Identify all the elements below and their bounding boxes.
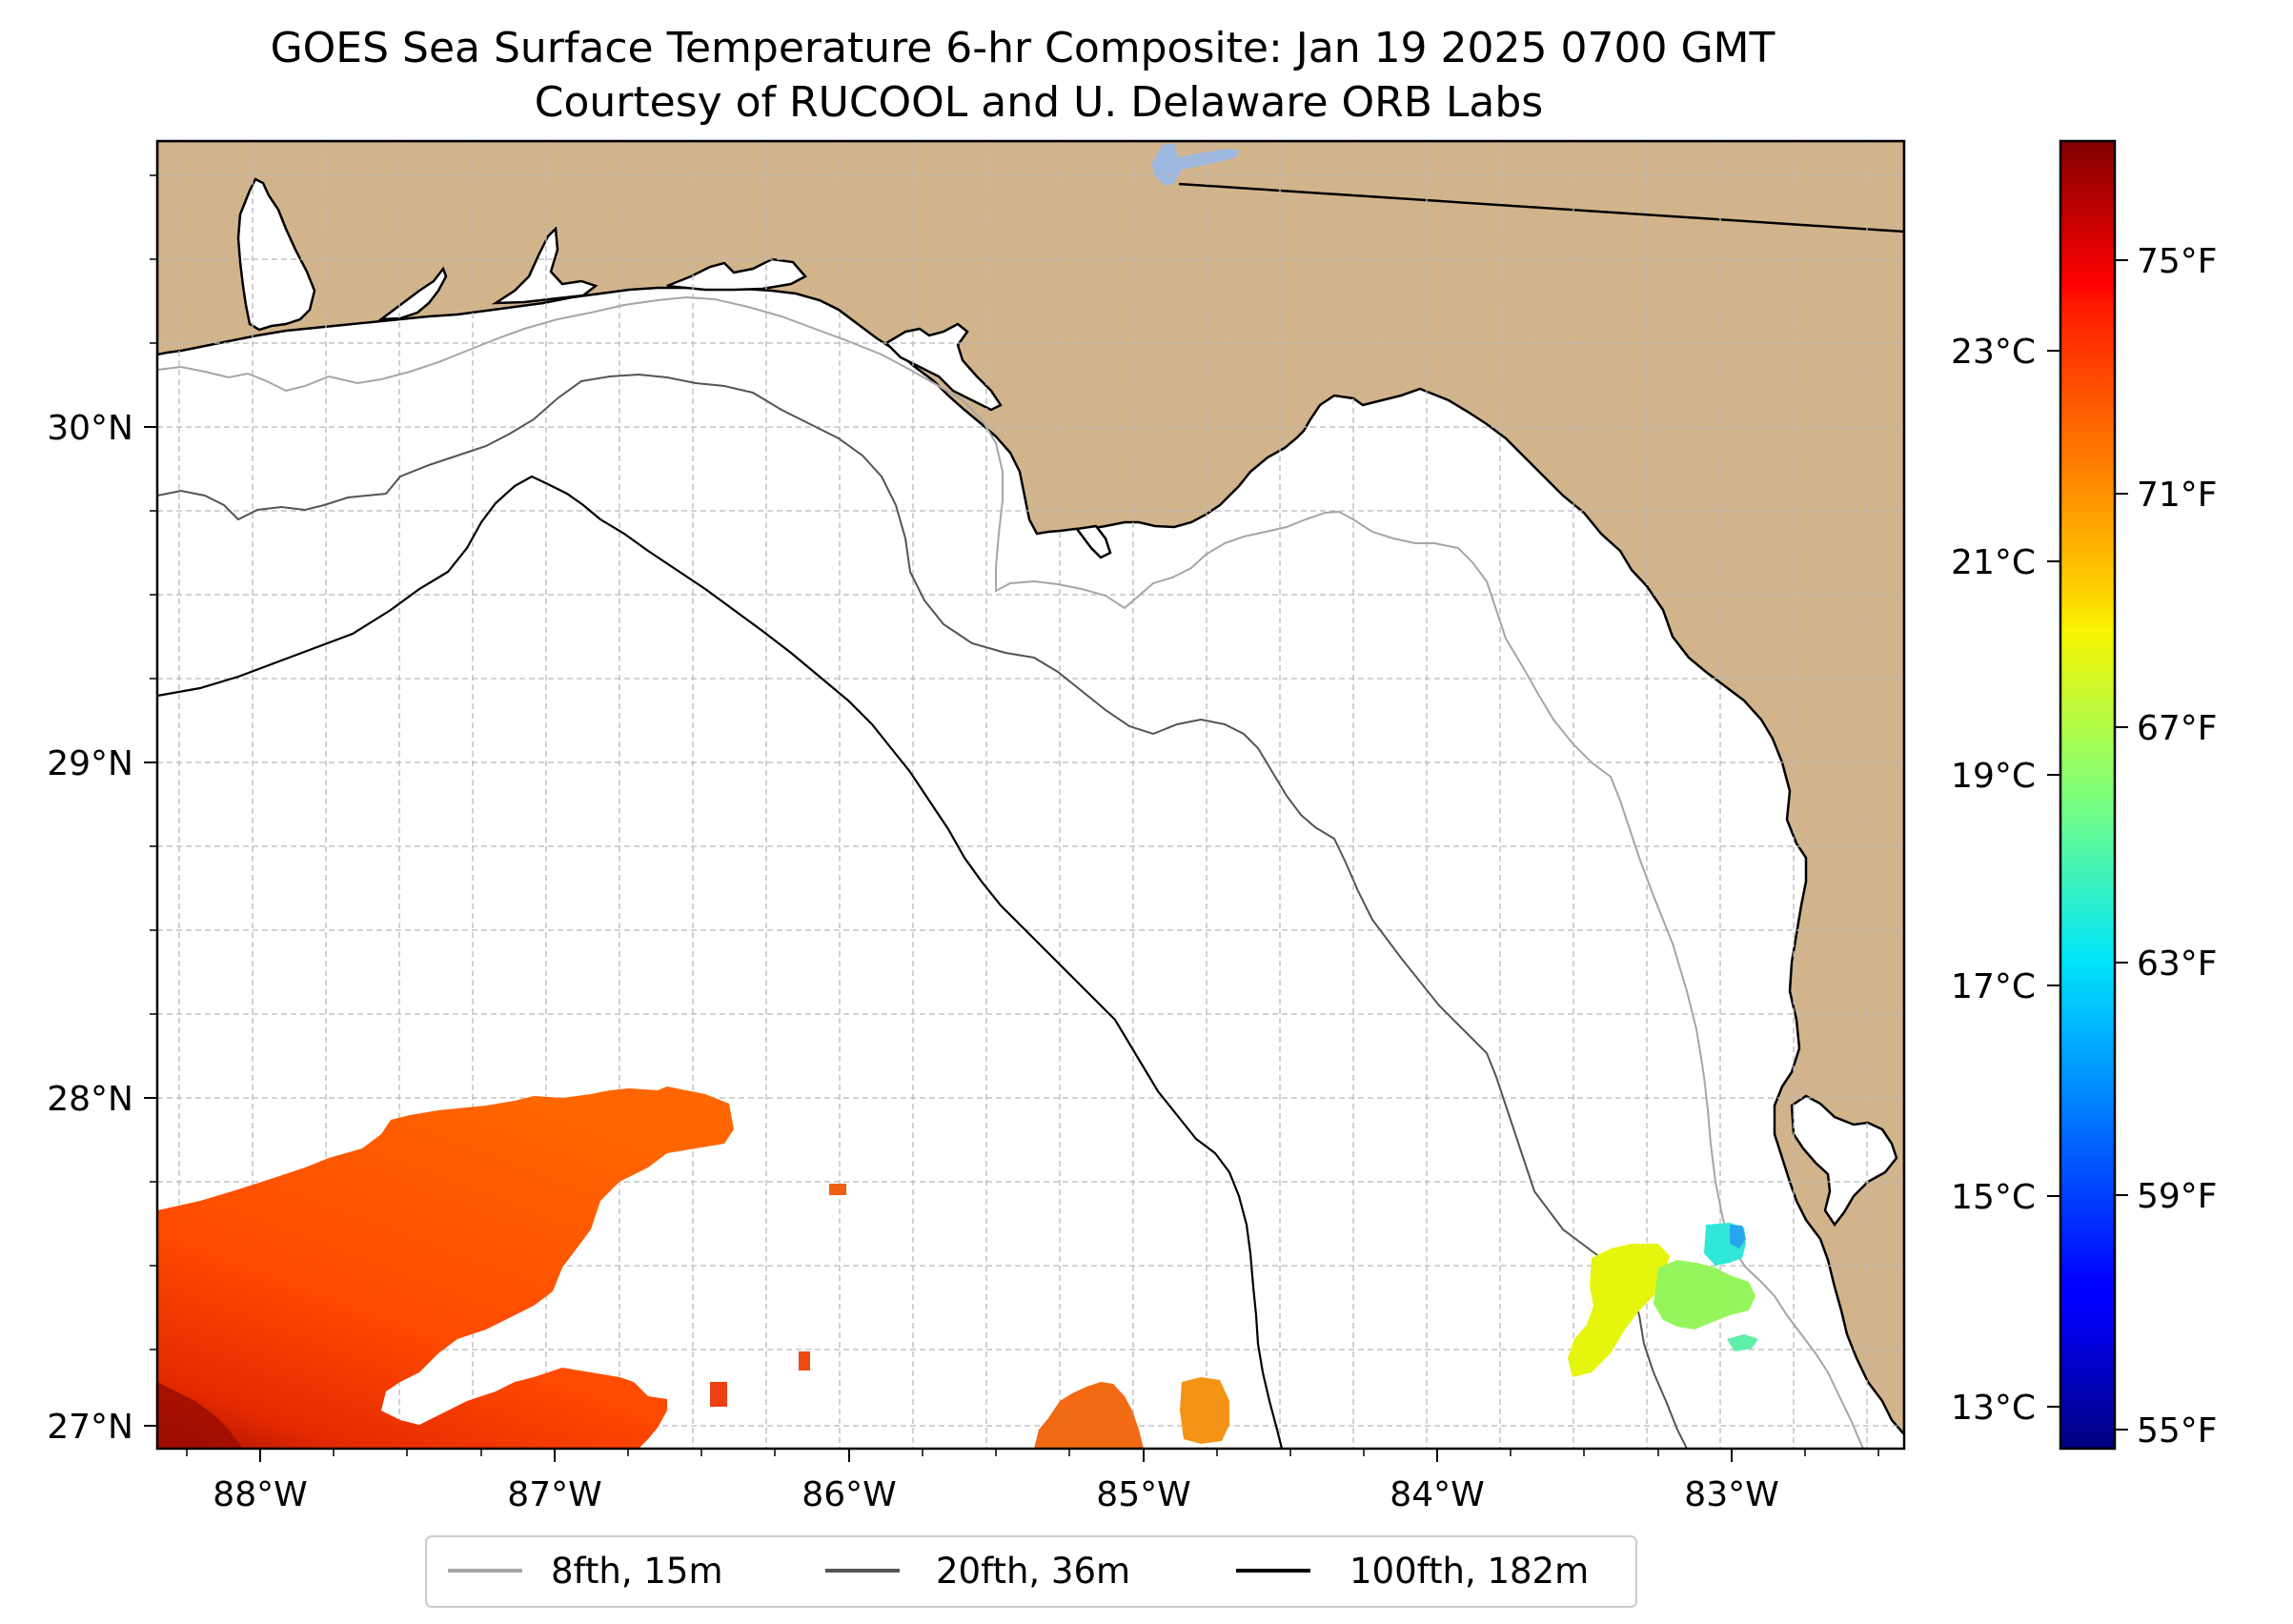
state-boundary xyxy=(1178,182,1904,233)
lon-tick-label: 84°W xyxy=(1390,1475,1484,1514)
legend-box xyxy=(425,1535,1637,1608)
colorbar-celsius-label: 15°C xyxy=(1951,1178,2036,1217)
minor-tick-marks xyxy=(150,174,1879,1456)
west-speck-2 xyxy=(799,1351,810,1370)
east-green-patch xyxy=(1654,1260,1755,1330)
isobath-20fth xyxy=(157,373,1688,1449)
isobath-100fth xyxy=(157,475,1284,1449)
sst-layer xyxy=(157,1086,1758,1449)
lon-tick-label: 88°W xyxy=(213,1475,307,1514)
pensacola-bay xyxy=(376,266,448,321)
colorbar-fahrenheit-label: 71°F xyxy=(2137,476,2218,515)
lat-tick-label: 27°N xyxy=(47,1408,133,1447)
lat-tick-label: 30°N xyxy=(47,409,133,448)
legend-label-20fth: 20fth, 36m xyxy=(936,1551,1130,1592)
legend: 8fth, 15m 20fth, 36m 100fth, 182m xyxy=(425,1535,1637,1608)
land-north xyxy=(157,141,1904,1436)
colorbar-ticks xyxy=(2047,259,2128,1431)
map-subtitle: Courtesy of RUCOOL and U. Delaware ORB L… xyxy=(535,78,1543,127)
colorbar-fahrenheit-label: 63°F xyxy=(2137,944,2218,984)
colorbar-fahrenheit-label: 75°F xyxy=(2137,242,2218,281)
west-speck xyxy=(829,1184,846,1195)
colorbar-celsius-label: 21°C xyxy=(1951,543,2036,582)
big-bend-bay xyxy=(1074,524,1112,559)
colorbar-gradient xyxy=(2059,139,2117,1451)
lon-tick-label: 87°W xyxy=(507,1475,601,1514)
lat-tick-label: 29°N xyxy=(47,744,133,783)
map-panel: 88°W 87°W 86°W 85°W 84°W 83°W 30°N 29°N … xyxy=(47,139,1906,1514)
south-central-orange-patch xyxy=(1180,1377,1229,1444)
south-central-patch xyxy=(1034,1382,1144,1449)
colorbar-fahrenheit-label: 67°F xyxy=(2137,709,2218,748)
lon-tick-label: 86°W xyxy=(802,1475,896,1514)
colorbar-fahrenheit-label: 55°F xyxy=(2137,1411,2218,1451)
apalachicola-bay xyxy=(883,322,1003,412)
west-warm-patch xyxy=(157,1086,734,1449)
map-title: GOES Sea Surface Temperature 6-hr Compos… xyxy=(271,24,1776,72)
mobile-bay xyxy=(236,177,316,332)
colorbar-celsius-label: 23°C xyxy=(1951,333,2036,372)
colorbar-celsius-label: 19°C xyxy=(1951,757,2036,796)
colorbar: 13°C 15°C 17°C 19°C 21°C 23°C 55°F 59°F … xyxy=(1951,139,2218,1451)
colorbar-fahrenheit-label: 59°F xyxy=(2137,1177,2218,1216)
west-warmest-core xyxy=(157,1382,243,1449)
legend-label-100fth: 100fth, 182m xyxy=(1349,1551,1589,1592)
colorbar-celsius-label: 13°C xyxy=(1951,1389,2036,1428)
lon-tick-label: 85°W xyxy=(1096,1475,1190,1514)
st-andrew-bay xyxy=(666,257,807,292)
east-teal-patch xyxy=(1727,1334,1758,1351)
west-speck-3 xyxy=(710,1382,727,1407)
lon-tick-label: 83°W xyxy=(1684,1475,1778,1514)
colorbar-celsius-label: 17°C xyxy=(1951,967,2036,1006)
east-yellow-patch xyxy=(1568,1244,1670,1377)
map-frame xyxy=(155,139,1906,1451)
east-blue-patch xyxy=(1730,1225,1746,1248)
legend-label-8fth: 8fth, 15m xyxy=(551,1551,723,1592)
isobath-8fth xyxy=(157,295,1864,1449)
tick-marks xyxy=(144,426,1733,1462)
lat-tick-label: 28°N xyxy=(47,1080,133,1119)
